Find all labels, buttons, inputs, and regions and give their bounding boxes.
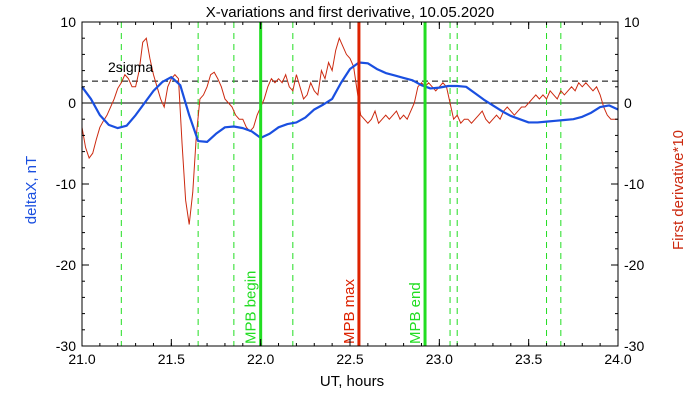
y-tick-label-right: -30 [624, 338, 644, 354]
y-tick-label-right: -10 [624, 176, 644, 192]
marker-label-mpb-end: MPB end [407, 282, 424, 344]
y-tick-label-right: -20 [624, 257, 644, 273]
x-tick-label: 22.0 [247, 351, 274, 367]
series-first-derivative [81, 36, 618, 225]
x-axis-label: UT, hours [320, 373, 384, 390]
x-tick-label: 24.0 [604, 351, 631, 367]
y-axis-label-left: deltaX, nT [23, 156, 40, 224]
marker-label-mpb-begin: MPB begin [243, 271, 260, 344]
y-tick-label-left: -10 [56, 176, 76, 192]
x-tick-label: 22.5 [336, 351, 363, 367]
y-tick-label-left: -20 [56, 257, 76, 273]
chart-title: X-variations and first derivative, 10.05… [206, 4, 495, 21]
y-tick-label-left: 10 [60, 14, 76, 30]
axes: 21.0 21.5 22.0 22.5 23.0 23.5 24.0 10 10 0 0 -10 -10… [56, 14, 645, 367]
x-tick-label: 21.0 [68, 351, 95, 367]
x-tick-label: 21.5 [158, 351, 185, 367]
y-axis-label-right: First derivative*10 [670, 130, 687, 250]
y-tick-label-right: 10 [624, 14, 640, 30]
y-tick-label-right: 0 [624, 95, 632, 111]
y-tick-label-left: -30 [56, 338, 76, 354]
x-tick-label: 23.0 [426, 351, 453, 367]
sigma-label: 2sigma [108, 59, 153, 75]
x-tick-label: 23.5 [515, 351, 542, 367]
series-deltaX [81, 61, 619, 143]
marker-label-mpb-max: MPB max [341, 278, 358, 344]
series-layer: MPB begin MPB max MPB end [81, 22, 619, 346]
y-tick-label-left: 0 [68, 95, 76, 111]
